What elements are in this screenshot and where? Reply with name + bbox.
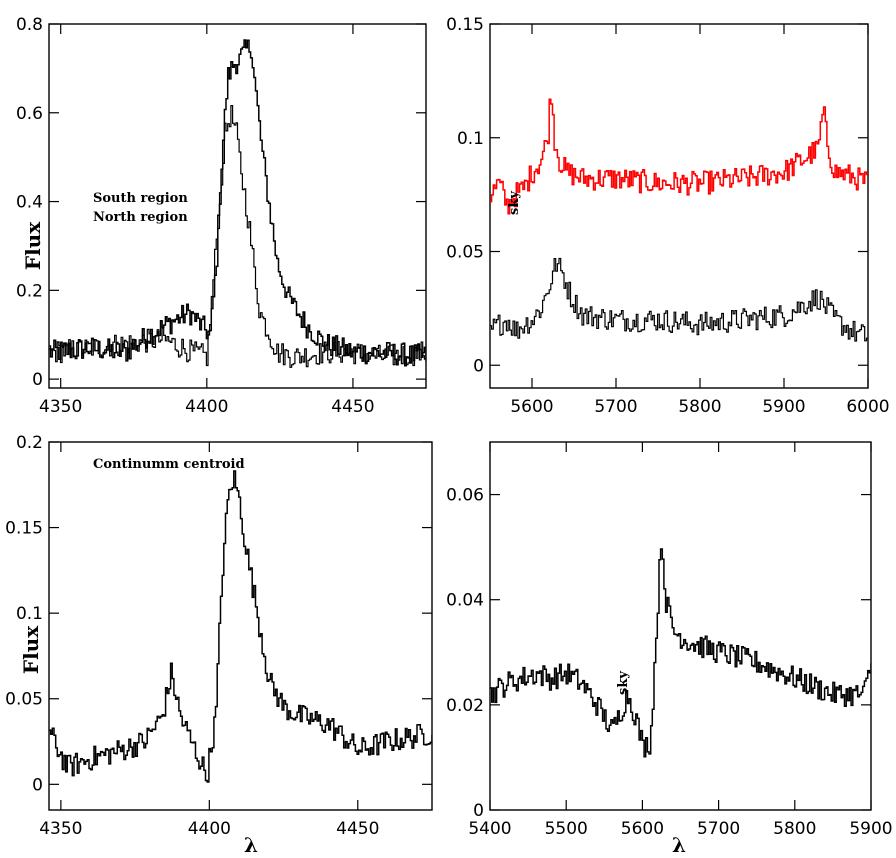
y-tick-label: 0.6 — [16, 104, 43, 124]
x-tick-label: 4400 — [188, 819, 231, 839]
x-tick-label: 5500 — [545, 819, 588, 839]
y-tick-label: 0.1 — [16, 604, 43, 624]
series-line-1 — [490, 98, 868, 215]
annotation-sky-top: sky — [507, 191, 522, 215]
y-tick-label: 0 — [473, 801, 484, 821]
y-tick-label: 0.05 — [5, 690, 43, 710]
series-line-1 — [49, 470, 432, 783]
x-tick-label: 5900 — [849, 819, 892, 839]
x-tick-label: 5800 — [773, 819, 816, 839]
bottom-right-x-axis-label: λ — [672, 833, 686, 857]
annotation-continuum-centroid: Continumm centroid — [93, 457, 245, 472]
x-tick-label: 4450 — [331, 397, 374, 417]
x-tick-label: 4400 — [185, 397, 228, 417]
panel-top-left: 4350 4400 4450 0 0.2 0.4 0.6 0.8 — [16, 15, 426, 417]
panel-bottom-right: 5400 5500 5600 5700 5800 5900 0 0.02 0.04 0.06 — [446, 442, 893, 839]
panel-bottom-left-frame — [48, 441, 433, 811]
y-tick-label: 0.2 — [16, 433, 43, 453]
y-tick-label: 0.8 — [16, 15, 43, 35]
y-tick-label: 0 — [473, 356, 484, 376]
x-tick-label: 4350 — [39, 397, 82, 417]
annotation-north-region: North region — [93, 210, 188, 225]
x-tick-label: 5800 — [678, 397, 721, 417]
y-tick-label: 0.06 — [446, 486, 484, 506]
chart-marks: 4350 4400 4450 0 0.2 0.4 0.6 0.8 5600 5700 5800 590… — [5, 15, 892, 839]
y-tick-label: 0.15 — [446, 15, 484, 35]
series-line-2 — [490, 257, 868, 342]
panel-bottom-left: 4350 4400 4450 0 0.05 0.1 0.15 0.2 — [5, 433, 432, 839]
panel-top-right-frame — [489, 23, 869, 389]
y-tick-label: 0.2 — [16, 281, 43, 301]
x-tick-label: 5400 — [468, 819, 511, 839]
panel-top-left-frame — [48, 23, 427, 389]
x-tick-label: 5700 — [697, 819, 740, 839]
y-tick-label: 0 — [32, 370, 43, 390]
x-tick-label: 5700 — [594, 397, 637, 417]
x-tick-label: 4450 — [336, 819, 379, 839]
panel-top-right: 5600 5700 5800 5900 6000 0 0.05 0.1 0.15 — [446, 15, 889, 417]
x-tick-label: 4350 — [39, 819, 82, 839]
x-tick-label: 6000 — [846, 397, 889, 417]
series-line-1 — [49, 39, 426, 367]
y-tick-label: 0.04 — [446, 591, 484, 611]
annotation-south-region: South region — [93, 191, 188, 206]
series-line-2 — [49, 105, 426, 368]
x-tick-label: 5600 — [621, 819, 664, 839]
top-left-y-axis-label: Flux — [21, 221, 45, 270]
bottom-left-y-axis-label: Flux — [19, 625, 43, 674]
y-tick-label: 0.02 — [446, 696, 484, 716]
y-tick-label: 0.4 — [16, 193, 43, 213]
x-tick-label: 5900 — [762, 397, 805, 417]
annotation-sky-bottom: sky — [616, 671, 631, 695]
y-tick-label: 0.1 — [457, 129, 484, 149]
bottom-left-x-axis-label: λ — [244, 833, 258, 857]
x-tick-label: 5600 — [510, 397, 553, 417]
series-line-1 — [490, 548, 871, 758]
y-tick-label: 0 — [32, 775, 43, 795]
y-tick-label: 0.05 — [446, 243, 484, 263]
y-tick-label: 0.15 — [5, 519, 43, 539]
panel-bottom-right-frame — [489, 441, 872, 811]
